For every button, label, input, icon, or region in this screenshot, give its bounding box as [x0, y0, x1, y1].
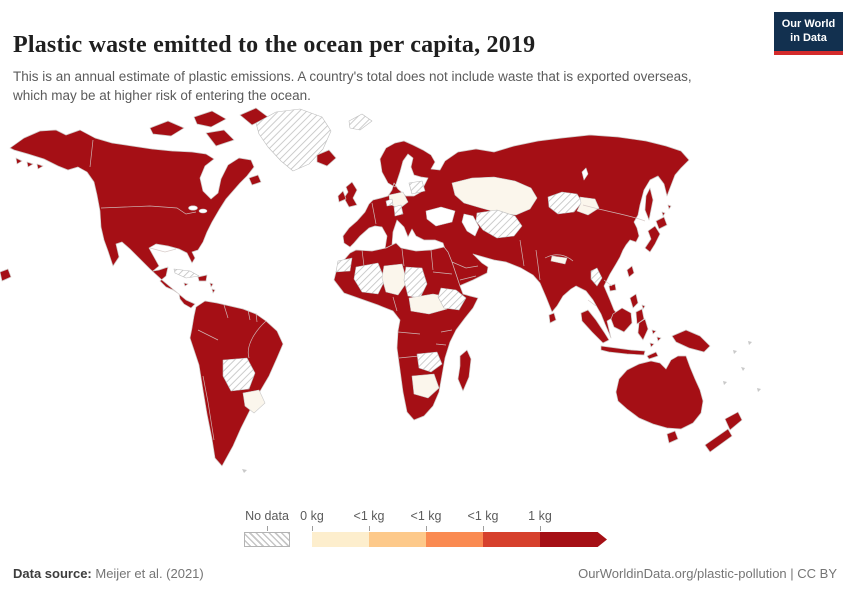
region-western-sahara-no-data[interactable] — [335, 257, 353, 273]
legend-bin-swatch-2[interactable] — [426, 532, 483, 547]
legend-bin-label-1: <1 kg — [353, 509, 385, 523]
region-mali-no-data[interactable] — [353, 262, 386, 295]
region-taiwan[interactable] — [626, 265, 635, 278]
region-north-america[interactable] — [9, 129, 255, 309]
region-sakhalin[interactable] — [644, 187, 654, 221]
data-source-label: Data source: — [13, 566, 92, 581]
great-lakes-2 — [198, 208, 208, 214]
legend-bin-label-2: <1 kg — [410, 509, 442, 523]
region-sri-lanka[interactable] — [548, 312, 557, 324]
country-borders — [89, 139, 646, 441]
region-antilles[interactable] — [183, 282, 216, 294]
credit-link[interactable]: OurWorldinData.org/plastic-pollution | C… — [578, 566, 837, 581]
owid-logo-line1: Our World — [781, 18, 836, 30]
great-lakes — [188, 205, 198, 211]
data-source-value: Meijer et al. (2021) — [91, 566, 204, 581]
region-madagascar[interactable] — [457, 349, 472, 392]
legend-tick — [369, 526, 370, 531]
region-hainan[interactable] — [608, 283, 617, 292]
pacific-islands — [723, 341, 761, 392]
data-source: Data source: Meijer et al. (2021) — [13, 566, 204, 581]
region-niger[interactable] — [381, 263, 408, 296]
region-ethiopia-no-data[interactable] — [437, 287, 467, 311]
legend-tick — [312, 526, 313, 531]
legend-tick — [483, 526, 484, 531]
region-zambia-no-data[interactable] — [416, 351, 443, 373]
black-sea — [425, 206, 456, 227]
region-kazakhstan[interactable] — [451, 176, 538, 216]
owid-logo[interactable]: Our World in Data — [774, 12, 843, 55]
legend-bin-swatch-1[interactable] — [369, 532, 426, 547]
region-greenland-no-data[interactable] — [255, 108, 332, 172]
region-new-guinea[interactable] — [671, 329, 711, 353]
region-philippines[interactable] — [629, 293, 646, 325]
region-bolivia-no-data[interactable] — [222, 357, 256, 392]
legend-bin-swatch-3[interactable] — [483, 532, 540, 547]
region-japan[interactable] — [644, 204, 672, 253]
owid-logo-line2: in Data — [790, 31, 827, 44]
legend-tick — [267, 526, 268, 531]
legend-bin-label-0: 0 kg — [300, 509, 324, 523]
page-title: Plastic waste emitted to the ocean per c… — [13, 32, 536, 59]
legend-color-bar — [312, 532, 607, 547]
legend-bin-swatch-0[interactable] — [312, 532, 369, 547]
region-mongolia-west-no-data[interactable] — [547, 191, 583, 215]
region-paraguay[interactable] — [242, 389, 266, 414]
lake-baikal — [581, 167, 589, 181]
chart-footer: Data source: Meijer et al. (2021) OurWor… — [13, 566, 837, 581]
region-central-asia-no-data[interactable] — [475, 209, 523, 239]
region-falkland-islands — [242, 469, 247, 473]
legend-bin-swatch-4[interactable] — [540, 532, 607, 547]
legend-no-data-label: No data — [245, 509, 289, 523]
page-subtitle: This is an annual estimate of plastic em… — [13, 68, 692, 103]
region-balkans-no-data[interactable] — [393, 204, 404, 217]
region-hispaniola[interactable] — [197, 274, 208, 282]
region-new-zealand[interactable] — [704, 411, 743, 453]
legend-tick — [426, 526, 427, 531]
legend-bin-label-3: <1 kg — [467, 509, 499, 523]
legend-tick — [540, 526, 541, 531]
region-australia[interactable] — [615, 355, 704, 430]
region-svalbard-no-data[interactable] — [348, 113, 373, 131]
region-laos-no-data[interactable] — [590, 267, 603, 287]
region-belarus-no-data[interactable] — [408, 180, 426, 195]
region-cuba-no-data[interactable] — [173, 268, 200, 279]
legend-bin-label-4: 1 kg — [528, 509, 552, 523]
legend-no-data-swatch[interactable] — [244, 532, 290, 547]
region-iceland[interactable] — [316, 149, 337, 167]
region-indonesia[interactable] — [580, 307, 662, 360]
region-united-kingdom[interactable] — [343, 181, 358, 208]
region-tasmania[interactable] — [666, 430, 679, 444]
map-legend: No data 0 kg <1 kg <1 kg <1 kg 1 kg — [243, 509, 623, 551]
region-switzerland-no-data[interactable] — [385, 198, 394, 207]
region-ireland[interactable] — [337, 190, 347, 203]
world-map[interactable] — [0, 104, 850, 508]
region-nepal[interactable] — [550, 255, 568, 265]
region-botswana[interactable] — [411, 373, 440, 399]
caspian-sea — [461, 213, 480, 237]
